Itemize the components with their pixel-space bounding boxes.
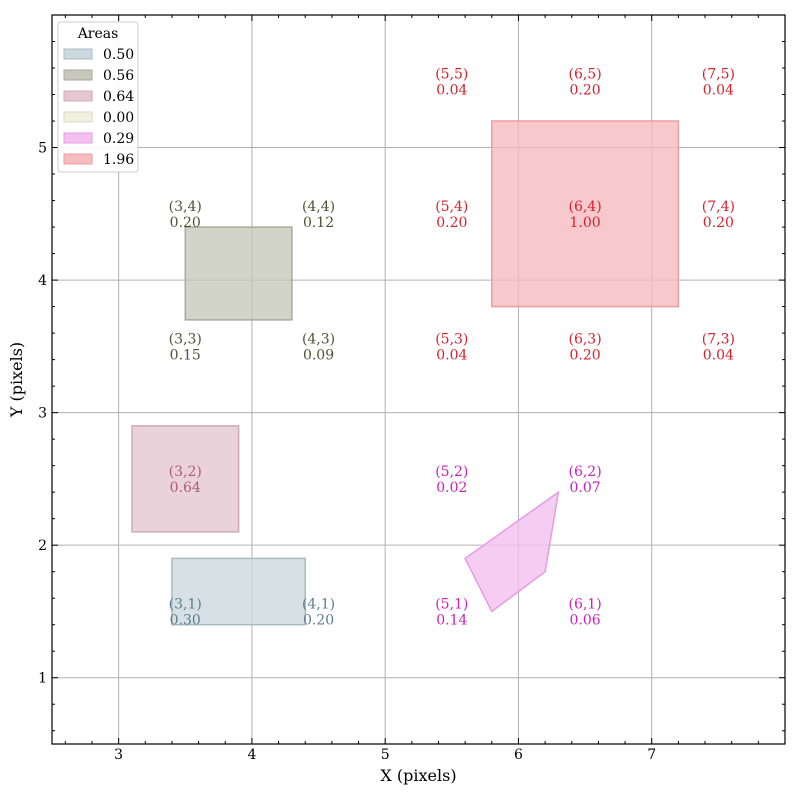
cell-label-coord: (6,2) bbox=[568, 464, 601, 480]
shape-area-0-29 bbox=[464, 490, 560, 613]
area-shapes bbox=[131, 120, 680, 626]
cell-label-value: 0.14 bbox=[436, 612, 467, 628]
legend-swatch bbox=[63, 90, 93, 102]
cell-label-value: 0.20 bbox=[170, 215, 201, 231]
cell-label-coord: (7,5) bbox=[702, 66, 735, 82]
legend-title: Areas bbox=[77, 26, 119, 42]
cell-label-value: 0.02 bbox=[436, 480, 467, 496]
cell-label-coord: (5,3) bbox=[435, 331, 468, 347]
legend-swatch bbox=[63, 48, 93, 60]
cell-label-value: 0.64 bbox=[170, 480, 201, 496]
cell-label-coord: (5,4) bbox=[435, 199, 468, 215]
cell-label-value: 0.20 bbox=[303, 612, 334, 628]
x-axis-title: X (pixels) bbox=[380, 766, 456, 785]
x-tick-label: 7 bbox=[647, 747, 656, 763]
y-tick-label: 4 bbox=[38, 273, 47, 289]
axis-ticks: 3 4 5 6 7 1 2 3 4 5 bbox=[38, 15, 785, 763]
x-tick-label: 3 bbox=[114, 747, 123, 763]
cell-label-coord: (3,4) bbox=[169, 199, 202, 215]
cell-label-value: 0.04 bbox=[703, 347, 734, 363]
y-tick-label: 1 bbox=[38, 671, 47, 687]
cell-label-value: 0.06 bbox=[570, 612, 601, 628]
legend-entry-label: 0.64 bbox=[103, 89, 134, 105]
cell-labels: (3,1)0.30(4,1)0.20(3,2)0.64(3,3)0.15(4,3… bbox=[169, 66, 735, 628]
legend-entry-label: 0.00 bbox=[103, 110, 134, 126]
cell-label-coord: (3,2) bbox=[169, 464, 202, 480]
x-tick-label: 5 bbox=[381, 747, 390, 763]
x-tick-label: 6 bbox=[514, 747, 523, 763]
cell-label-coord: (6,5) bbox=[568, 66, 601, 82]
cell-label-value: 0.20 bbox=[436, 215, 467, 231]
cell-label-coord: (3,3) bbox=[169, 331, 202, 347]
plot-frame bbox=[51, 14, 786, 745]
cell-label-coord: (7,4) bbox=[702, 199, 735, 215]
cell-label-coord: (3,1) bbox=[169, 596, 202, 612]
cell-label-value: 1.00 bbox=[570, 215, 601, 231]
cell-label-value: 0.20 bbox=[570, 82, 601, 98]
legend-swatch bbox=[63, 132, 93, 144]
y-tick-label: 5 bbox=[38, 141, 47, 157]
cell-label-value: 0.12 bbox=[303, 215, 334, 231]
cell-label-value: 0.20 bbox=[570, 347, 601, 363]
legend-swatch bbox=[63, 153, 93, 165]
legend: Areas 0.50 0.56 0.64 0.00 0.29 1.96 bbox=[57, 21, 139, 173]
cell-label-coord: (6,4) bbox=[568, 199, 601, 215]
legend-entry-label: 1.96 bbox=[103, 152, 134, 168]
cell-label-coord: (6,3) bbox=[568, 331, 601, 347]
cell-label-value: 0.30 bbox=[170, 612, 201, 628]
shape-area-0-50 bbox=[171, 557, 306, 626]
cell-label-value: 0.07 bbox=[570, 480, 601, 496]
cell-label-value: 0.15 bbox=[170, 347, 201, 363]
cell-label-coord: (5,1) bbox=[435, 596, 468, 612]
y-axis-title: Y (pixels) bbox=[7, 342, 26, 418]
legend-swatch bbox=[63, 111, 93, 123]
cell-label-coord: (7,3) bbox=[702, 331, 735, 347]
cell-label-coord: (4,4) bbox=[302, 199, 335, 215]
shape-area-1-96 bbox=[491, 120, 680, 308]
legend-entry-label: 0.29 bbox=[103, 131, 134, 147]
y-tick-label: 3 bbox=[38, 406, 47, 422]
cell-label-coord: (5,5) bbox=[435, 66, 468, 82]
cell-label-coord: (4,3) bbox=[302, 331, 335, 347]
cell-label-coord: (5,2) bbox=[435, 464, 468, 480]
legend-entry-label: 0.50 bbox=[103, 47, 134, 63]
shape-area-0-56 bbox=[184, 226, 293, 321]
legend-entry-label: 0.56 bbox=[103, 68, 134, 84]
cell-label-coord: (4,1) bbox=[302, 596, 335, 612]
cell-label-value: 0.04 bbox=[436, 82, 467, 98]
cell-label-value: 0.04 bbox=[703, 82, 734, 98]
x-tick-label: 4 bbox=[247, 747, 256, 763]
shape-area-0-64 bbox=[131, 425, 240, 533]
cell-label-value: 0.09 bbox=[303, 347, 334, 363]
cell-label-value: 0.20 bbox=[703, 215, 734, 231]
y-tick-label: 2 bbox=[38, 538, 47, 554]
cell-label-value: 0.04 bbox=[436, 347, 467, 363]
legend-swatch bbox=[63, 69, 93, 81]
cell-label-coord: (6,1) bbox=[568, 596, 601, 612]
